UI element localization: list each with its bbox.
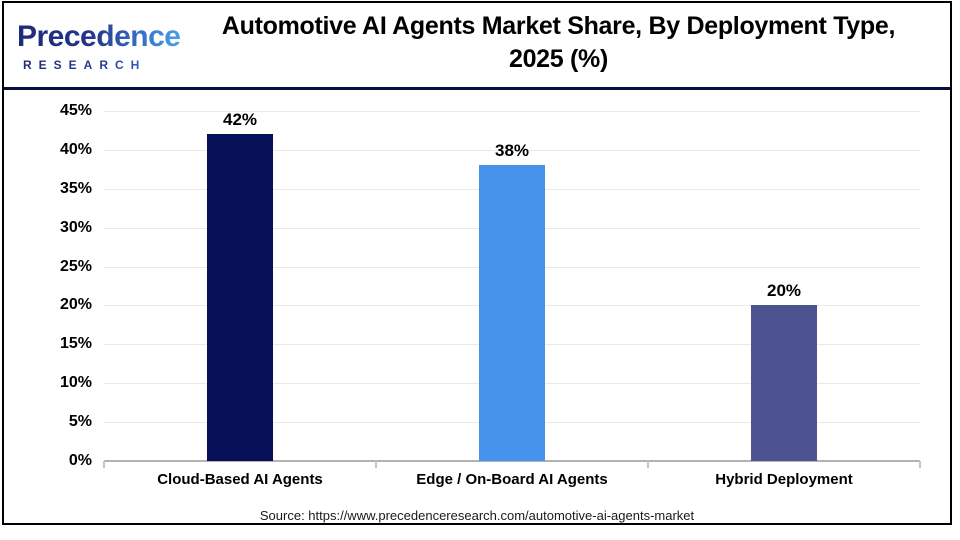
gridline [104,149,920,151]
y-axis-tick-label: 35% [59,179,92,197]
bar-value-label: 20% [766,281,802,301]
bar-value-label: 42% [222,110,258,130]
bar-value-label: 38% [494,141,530,161]
chart-title-line2: 2025 (%) [508,45,609,73]
brand-subname: RESEARCH [23,58,180,72]
bar-2 [479,165,545,461]
chart-title-line1: Automotive AI Agents Market Share, By De… [221,12,896,40]
brand-logo: Precedence RESEARCH [17,12,181,78]
x-axis-tick-mark [919,461,921,468]
y-axis-tick-label: 15% [59,335,92,353]
chart-frame: Precedence RESEARCH Automotive AI Agents… [2,1,952,525]
y-axis-tick-label: 25% [59,257,92,275]
header: Precedence RESEARCH Automotive AI Agents… [4,3,950,90]
gridline [104,111,920,112]
x-axis-tick-mark [103,461,105,468]
bar-3 [751,305,817,461]
x-axis-line [104,460,920,462]
x-axis-tick-mark [647,461,649,468]
x-axis-tick-mark [375,461,377,468]
y-axis-tick-label: 40% [59,140,92,158]
chart-title: Automotive AI Agents Market Share, By De… [179,10,938,76]
y-axis-tick-label: 45% [59,102,92,119]
source-text: Source: https://www.precedenceresearch.c… [259,508,695,523]
y-axis-tick-label: 0% [68,452,92,469]
y-axis-tick-label: 30% [59,218,92,236]
y-axis-tick-label: 5% [68,413,92,431]
brand-name: Precedence [17,20,181,53]
x-axis-category-label: Edge / On-Board AI Agents [416,471,608,488]
y-axis-tick-label: 10% [59,374,92,392]
bar-chart-plot-area: 0% 5% 10% 15% 20% 25% 30% 35% 40% 45% 42% Cloud-Bas… [60,102,921,488]
x-axis-category-label: Cloud-Based AI Agents [157,471,323,488]
x-axis-category-label: Hybrid Deployment [715,471,853,488]
y-axis-tick-label: 20% [59,296,92,314]
bar-1 [207,134,273,461]
